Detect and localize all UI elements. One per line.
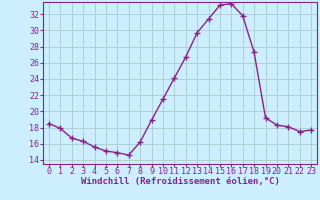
- X-axis label: Windchill (Refroidissement éolien,°C): Windchill (Refroidissement éolien,°C): [81, 177, 279, 186]
